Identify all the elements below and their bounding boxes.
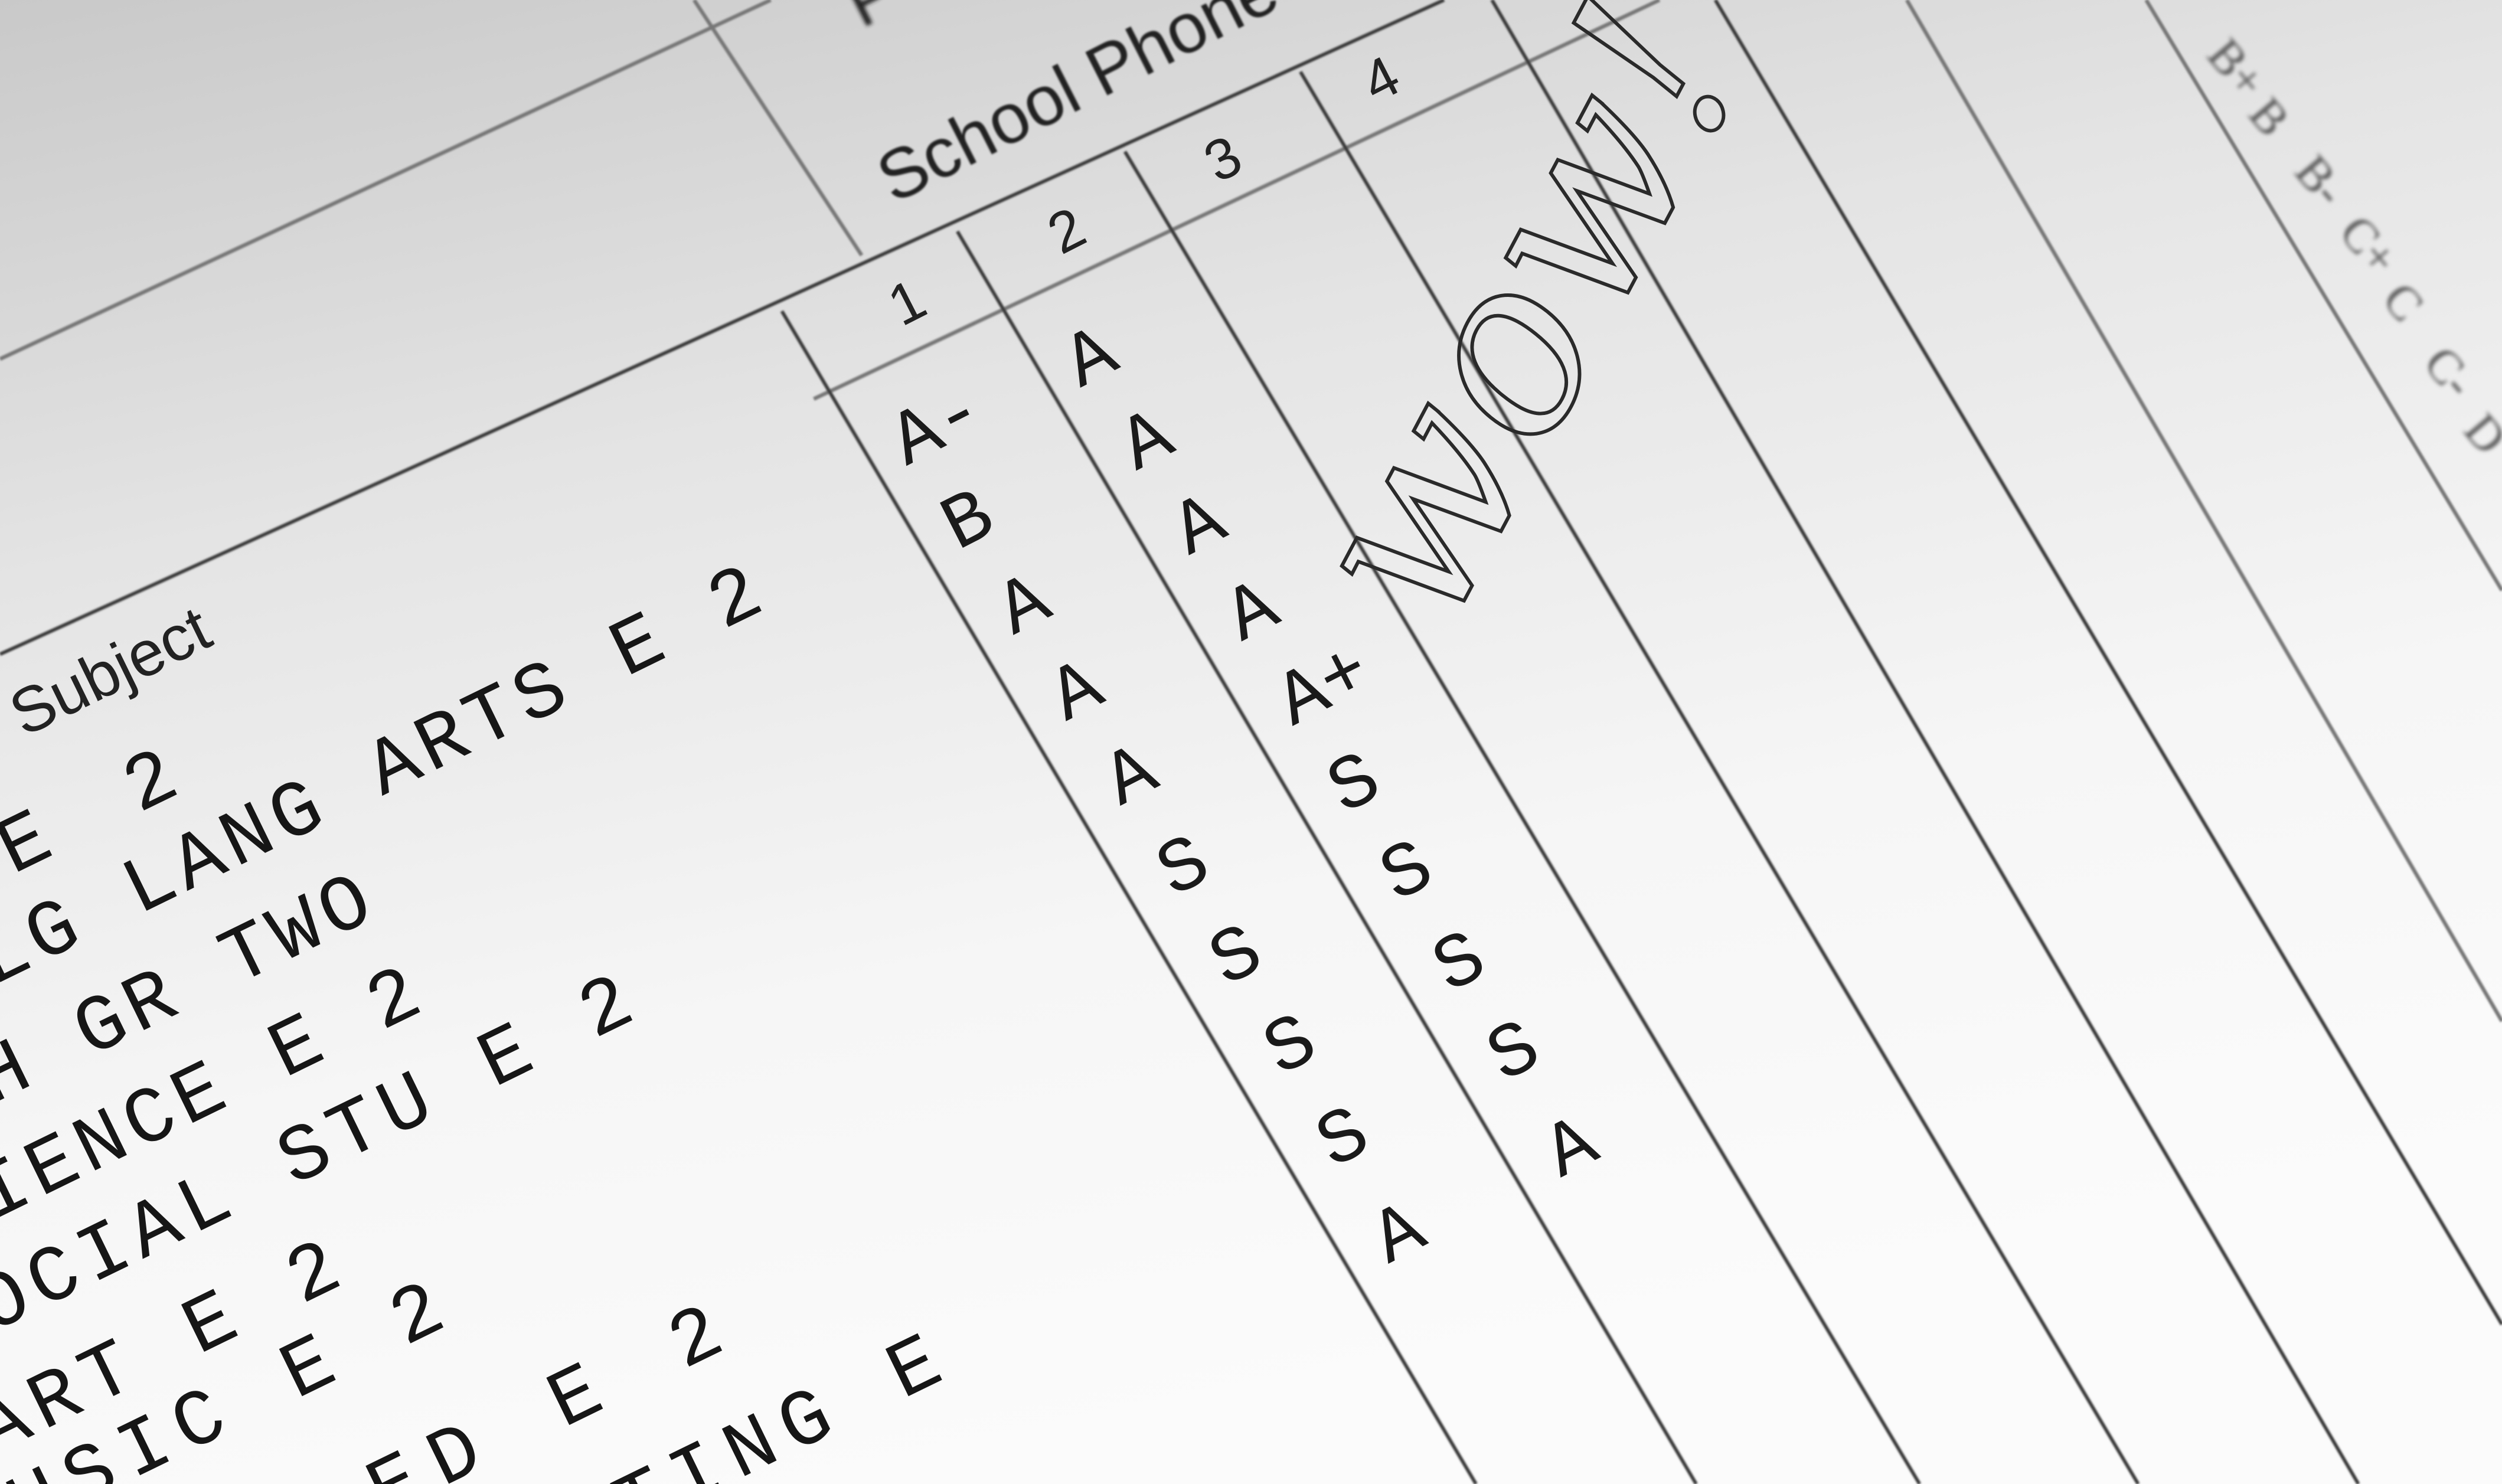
report-card-photo: P School Phone Subject 1 2 3 4 E 2 LG LA… [0,0,2502,1484]
paper-background [0,0,2502,1484]
table-rules [0,0,2502,1484]
